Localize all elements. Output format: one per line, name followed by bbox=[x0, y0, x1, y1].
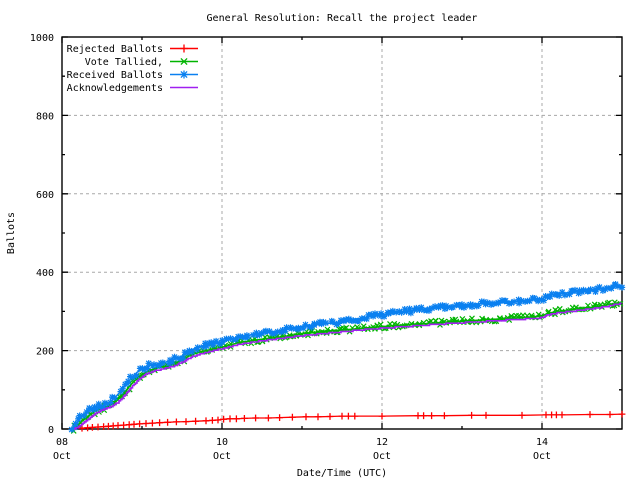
legend-marker-rejected-ballots bbox=[180, 44, 188, 53]
legend-label-vote-tallied: Vote Tallied, bbox=[85, 57, 163, 68]
x-tick-label-month: Oct bbox=[373, 451, 391, 462]
x-axis-label: Date/Time (UTC) bbox=[297, 468, 387, 479]
x-tick-label-month: Oct bbox=[53, 451, 71, 462]
chart-title: General Resolution: Recall the project l… bbox=[207, 13, 478, 24]
x-tick-label-day: 12 bbox=[376, 437, 388, 448]
series-line-acknowledgements bbox=[74, 302, 622, 430]
axis-ticks bbox=[61, 36, 622, 430]
legend-label-received-ballots: Received Ballots bbox=[67, 70, 163, 81]
legend-marker-received-ballots bbox=[180, 70, 188, 79]
x-tick-label-day: 08 bbox=[56, 437, 68, 448]
x-tick-label-day: 10 bbox=[216, 437, 228, 448]
series-line-received-ballots bbox=[71, 284, 623, 430]
y-axis-label: Ballots bbox=[6, 212, 17, 254]
plot-area: 0 200 400 600 800 1000 08 Oct 10 Oct 12 Oct 14 Oct Rej… bbox=[30, 33, 626, 462]
x-tick-label-day: 14 bbox=[536, 437, 548, 448]
series-markers-received-ballots bbox=[68, 281, 626, 433]
y-tick-label: 600 bbox=[36, 190, 54, 201]
y-tick-label: 400 bbox=[36, 268, 54, 279]
legend-marker-vote-tallied bbox=[180, 57, 188, 66]
y-tick-label: 1000 bbox=[30, 33, 54, 44]
x-tick-label-month: Oct bbox=[533, 451, 551, 462]
legend-label-acknowledgements: Acknowledgements bbox=[67, 83, 163, 94]
y-tick-label: 0 bbox=[48, 425, 54, 436]
y-tick-label: 200 bbox=[36, 347, 54, 358]
y-tick-label: 800 bbox=[36, 111, 54, 122]
legend-label-rejected-ballots: Rejected Ballots bbox=[67, 44, 163, 55]
series-markers-rejected-ballots bbox=[78, 410, 626, 432]
x-tick-label-month: Oct bbox=[213, 451, 231, 462]
